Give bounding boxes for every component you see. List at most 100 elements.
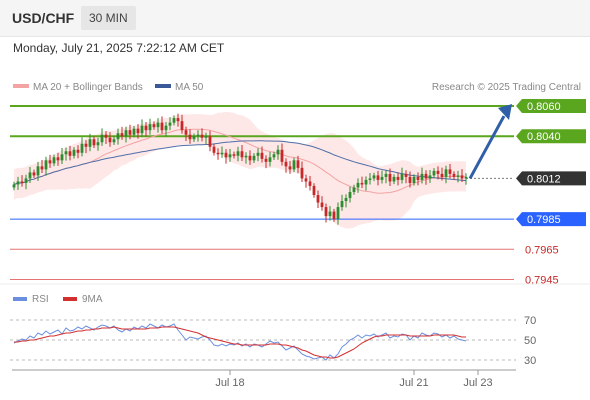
candle [24, 174, 28, 190]
candle [164, 122, 168, 137]
ma9-legend-label: 9MA [82, 294, 103, 305]
rsi-legend-swatch [13, 297, 27, 301]
candle-body [196, 134, 200, 137]
candle [228, 148, 232, 162]
candle [448, 163, 452, 179]
candle [200, 128, 204, 142]
candle [208, 130, 212, 152]
rsi-pane: 70 50 30 [10, 315, 536, 367]
candle-body [344, 198, 348, 202]
candle [276, 145, 280, 160]
ma50-legend-label: MA 50 [175, 82, 204, 93]
candle-body [420, 173, 424, 180]
x-tick-label: Jul 23 [463, 377, 492, 389]
candle [320, 196, 324, 211]
candle-body [20, 181, 24, 183]
candle-body [376, 175, 380, 180]
level-tag-0.7985 [516, 212, 586, 227]
candle-body [72, 149, 76, 156]
candle [396, 172, 400, 186]
candle [360, 176, 364, 189]
candle-body [380, 176, 384, 180]
candle-body [320, 202, 324, 208]
candle-body [240, 151, 244, 158]
candle [332, 208, 336, 222]
candle-body [448, 169, 452, 174]
candle-body [440, 173, 444, 177]
candle-body [408, 176, 412, 183]
candle [72, 147, 76, 159]
bollinger-band-area [14, 111, 466, 229]
candle-body [136, 128, 140, 134]
candle [48, 154, 52, 168]
candle-body [328, 211, 332, 217]
forecast-arrow-head [498, 104, 512, 121]
candle [248, 150, 252, 165]
candle-body [456, 175, 460, 177]
candle [368, 173, 372, 185]
chart-datetime: Monday, July 21, 2025 7:22:12 AM CET [13, 41, 225, 55]
bollinger-bands [14, 111, 466, 229]
candle-body [96, 142, 100, 146]
candle [280, 143, 284, 166]
candle [452, 171, 456, 180]
rsi-line [13, 323, 467, 361]
candle-body [140, 125, 144, 134]
rsi-ma9-line [14, 326, 466, 359]
candle-body [228, 154, 232, 158]
candle [224, 149, 228, 164]
candle [244, 152, 248, 164]
candle-body [108, 137, 112, 143]
candle [292, 157, 296, 173]
candle-body [76, 149, 80, 153]
candle [116, 128, 120, 145]
candle-body [80, 143, 84, 153]
candle [284, 158, 288, 173]
candle [384, 170, 388, 184]
candle [324, 203, 328, 223]
source-credit: Research © 2025 Trading Central [432, 82, 581, 93]
candle [36, 161, 40, 181]
candle-body [88, 139, 92, 147]
candle-body [460, 175, 464, 179]
candle-body [256, 152, 260, 156]
candle [328, 206, 332, 221]
candle-body [296, 160, 300, 168]
candle-body [432, 170, 436, 176]
candle [256, 148, 260, 162]
candle [236, 146, 240, 162]
candle-body [104, 134, 108, 138]
candle-body [208, 136, 212, 147]
candle-body [300, 167, 304, 179]
candle [40, 160, 44, 174]
candle [20, 175, 24, 187]
candle [88, 133, 92, 152]
timeframe-button[interactable]: 30 MIN [81, 6, 136, 30]
candle [456, 170, 460, 183]
candle [104, 131, 108, 145]
candle-body [44, 160, 48, 170]
candle-body [248, 155, 252, 161]
forecast-arrow-line [468, 115, 506, 180]
candle [240, 144, 244, 161]
candle-body [308, 181, 312, 186]
candle-body [48, 160, 52, 164]
candle [288, 160, 292, 174]
rsi-legend: RSI 9MA [13, 294, 103, 305]
candle-body [368, 178, 372, 180]
candle [176, 113, 180, 127]
candle-body [356, 182, 360, 188]
rsi-tick-label-70: 70 [524, 315, 536, 327]
rsi-tick-label-30: 30 [524, 355, 536, 367]
candle-body [36, 166, 40, 176]
candle [432, 168, 436, 179]
candle-body [28, 172, 32, 179]
ma50-legend-swatch [155, 84, 171, 88]
candle-body [84, 143, 88, 147]
candle-body [56, 157, 60, 161]
candle [444, 165, 448, 184]
candle [132, 125, 136, 138]
rsi-legend-label: RSI [32, 294, 49, 305]
candle-body [68, 151, 72, 156]
candle-body [176, 118, 180, 122]
